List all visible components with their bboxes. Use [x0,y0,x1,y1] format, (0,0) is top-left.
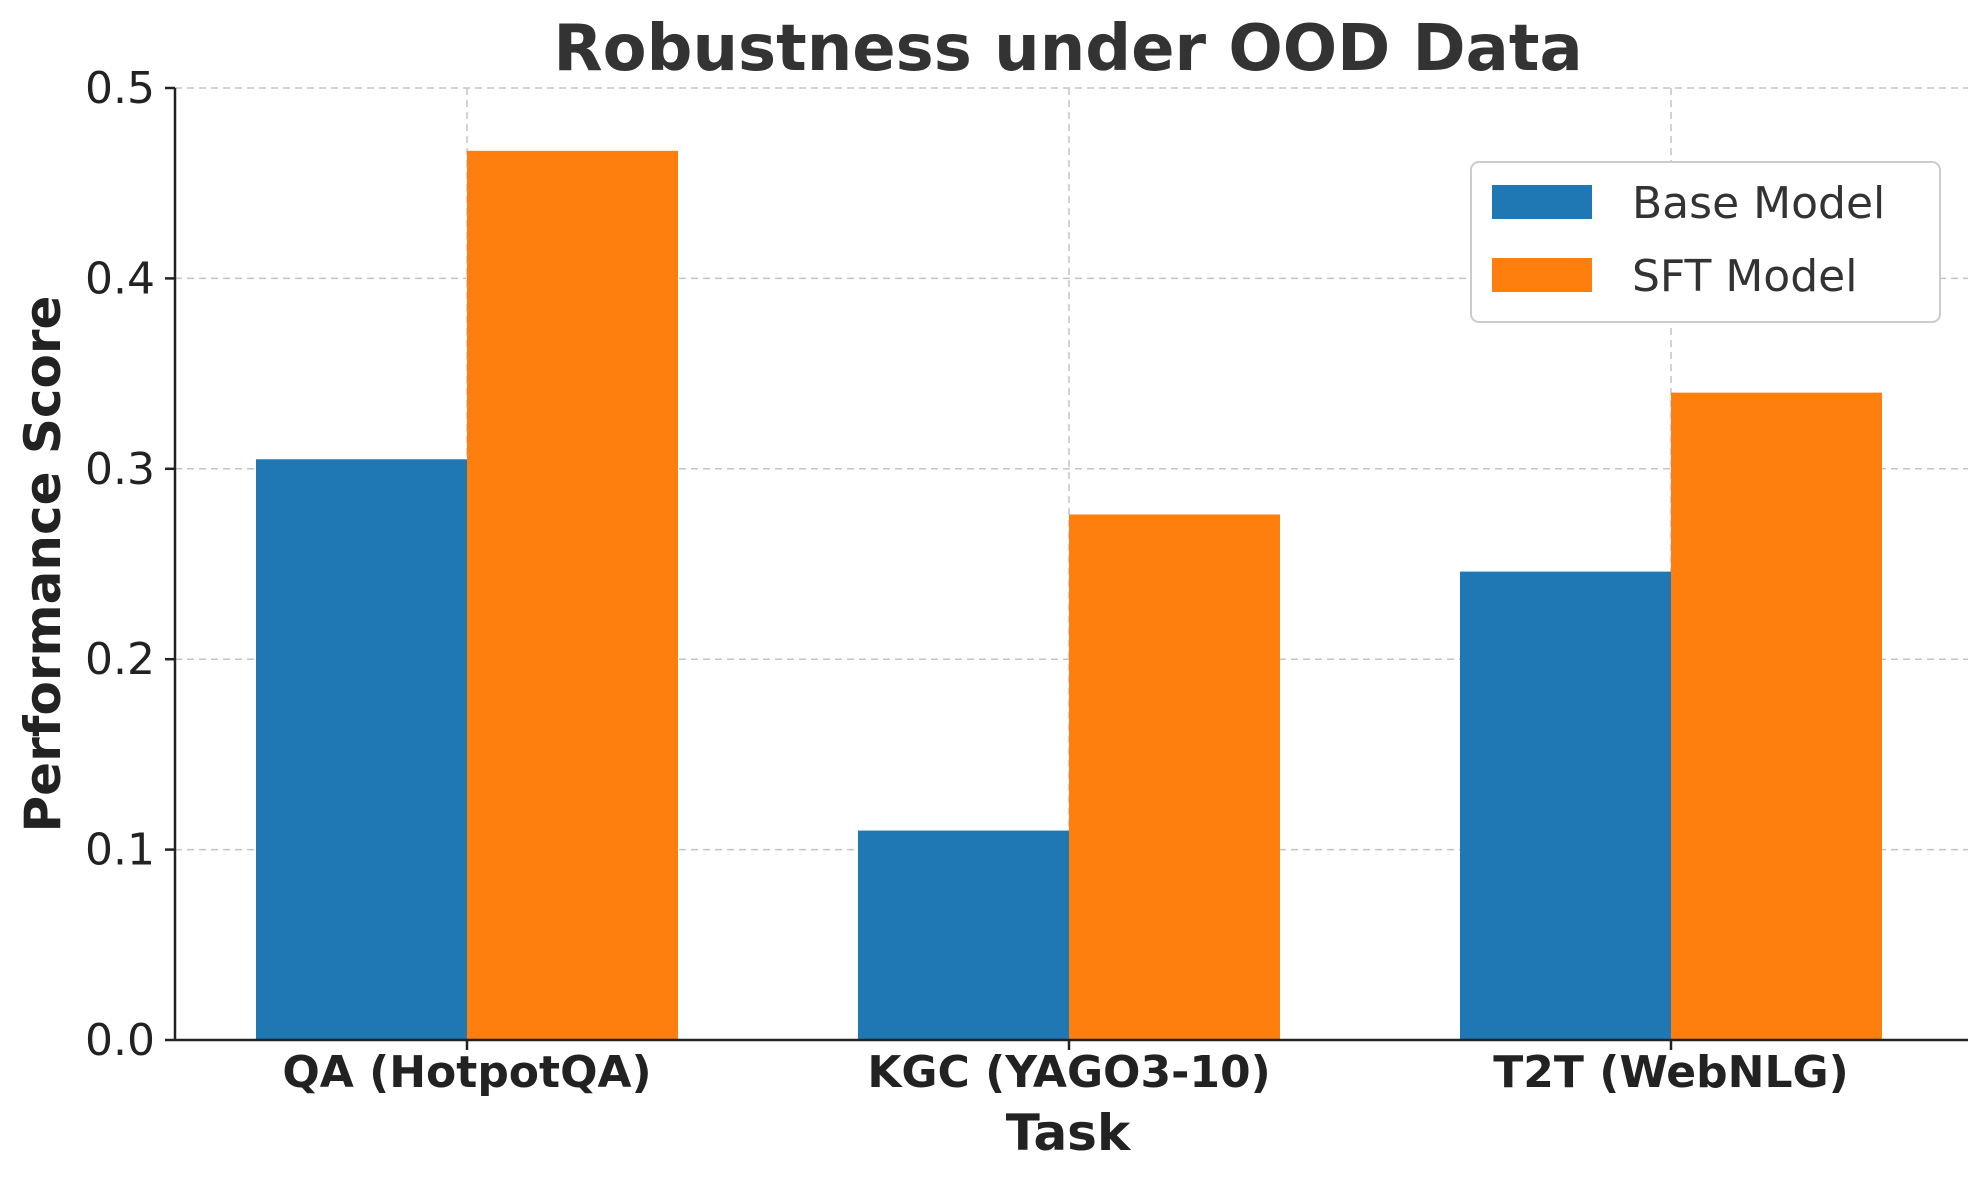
legend-swatch-base-model [1492,185,1592,219]
x-tick-label: QA (HotpotQA) [282,1047,651,1098]
bar-base-model-0 [256,459,467,1040]
x-ticks: QA (HotpotQA) KGC (YAGO3-10) T2T (WebNLG) [282,1040,1849,1098]
bar-base-model-1 [858,830,1069,1040]
bar-sft-model-1 [1069,514,1280,1040]
bar-base-model-2 [1460,571,1671,1040]
y-tick-label: 0.0 [85,1015,155,1066]
x-axis-label: Task [1006,1104,1132,1162]
legend-label-sft-model: SFT Model [1632,251,1857,302]
y-tick-label: 0.2 [85,634,155,685]
y-ticks: 0.0 0.1 0.2 0.3 0.4 0.5 [85,63,175,1066]
axes [173,88,1968,1042]
legend-swatch-sft-model [1492,258,1592,292]
legend-label-base-model: Base Model [1632,178,1885,229]
y-tick-label: 0.3 [85,444,155,495]
y-axis-label: Performance Score [14,296,72,833]
x-tick-label: T2T (WebNLG) [1493,1047,1848,1098]
bars [256,150,1882,1040]
y-tick-label: 0.5 [85,63,155,114]
y-tick-label: 0.4 [85,253,155,304]
bar-sft-model-2 [1671,392,1882,1040]
bar-sft-model-0 [467,150,678,1040]
x-tick-label: KGC (YAGO3-10) [867,1047,1270,1098]
legend: Base Model SFT Model [1470,161,1941,323]
chart-title: Robustness under OOD Data [553,12,1582,86]
y-tick-label: 0.1 [85,825,155,876]
